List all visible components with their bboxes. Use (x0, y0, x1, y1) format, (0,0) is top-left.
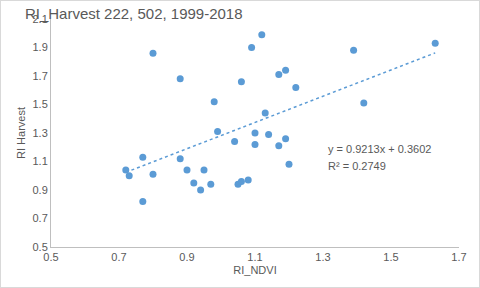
svg-text:RI_Harvest 222, 502, 1999-2018: RI_Harvest 222, 502, 1999-2018 (25, 5, 243, 22)
svg-text:RI_NDVI: RI_NDVI (233, 264, 276, 276)
svg-text:1.5: 1.5 (33, 98, 48, 110)
svg-text:1.3: 1.3 (33, 127, 48, 139)
svg-text:R² = 0.2749: R² = 0.2749 (328, 160, 386, 172)
svg-text:y = 0.9213x + 0.3602: y = 0.9213x + 0.3602 (328, 143, 431, 155)
svg-text:0.5: 0.5 (33, 241, 48, 253)
svg-text:0.7: 0.7 (111, 251, 126, 263)
svg-text:0.7: 0.7 (33, 212, 48, 224)
svg-text:1.7: 1.7 (33, 70, 48, 82)
svg-text:1.1: 1.1 (247, 251, 262, 263)
svg-text:1.3: 1.3 (315, 251, 330, 263)
svg-text:1.7: 1.7 (451, 251, 466, 263)
svg-text:0.9: 0.9 (179, 251, 194, 263)
svg-text:0.9: 0.9 (33, 184, 48, 196)
svg-text:RI Harvest: RI Harvest (15, 107, 27, 159)
svg-text:1.9: 1.9 (33, 41, 48, 53)
svg-text:0.5: 0.5 (43, 251, 58, 263)
svg-text:1.5: 1.5 (383, 251, 398, 263)
svg-text:1.1: 1.1 (33, 155, 48, 167)
svg-text:2.1: 2.1 (33, 13, 48, 25)
